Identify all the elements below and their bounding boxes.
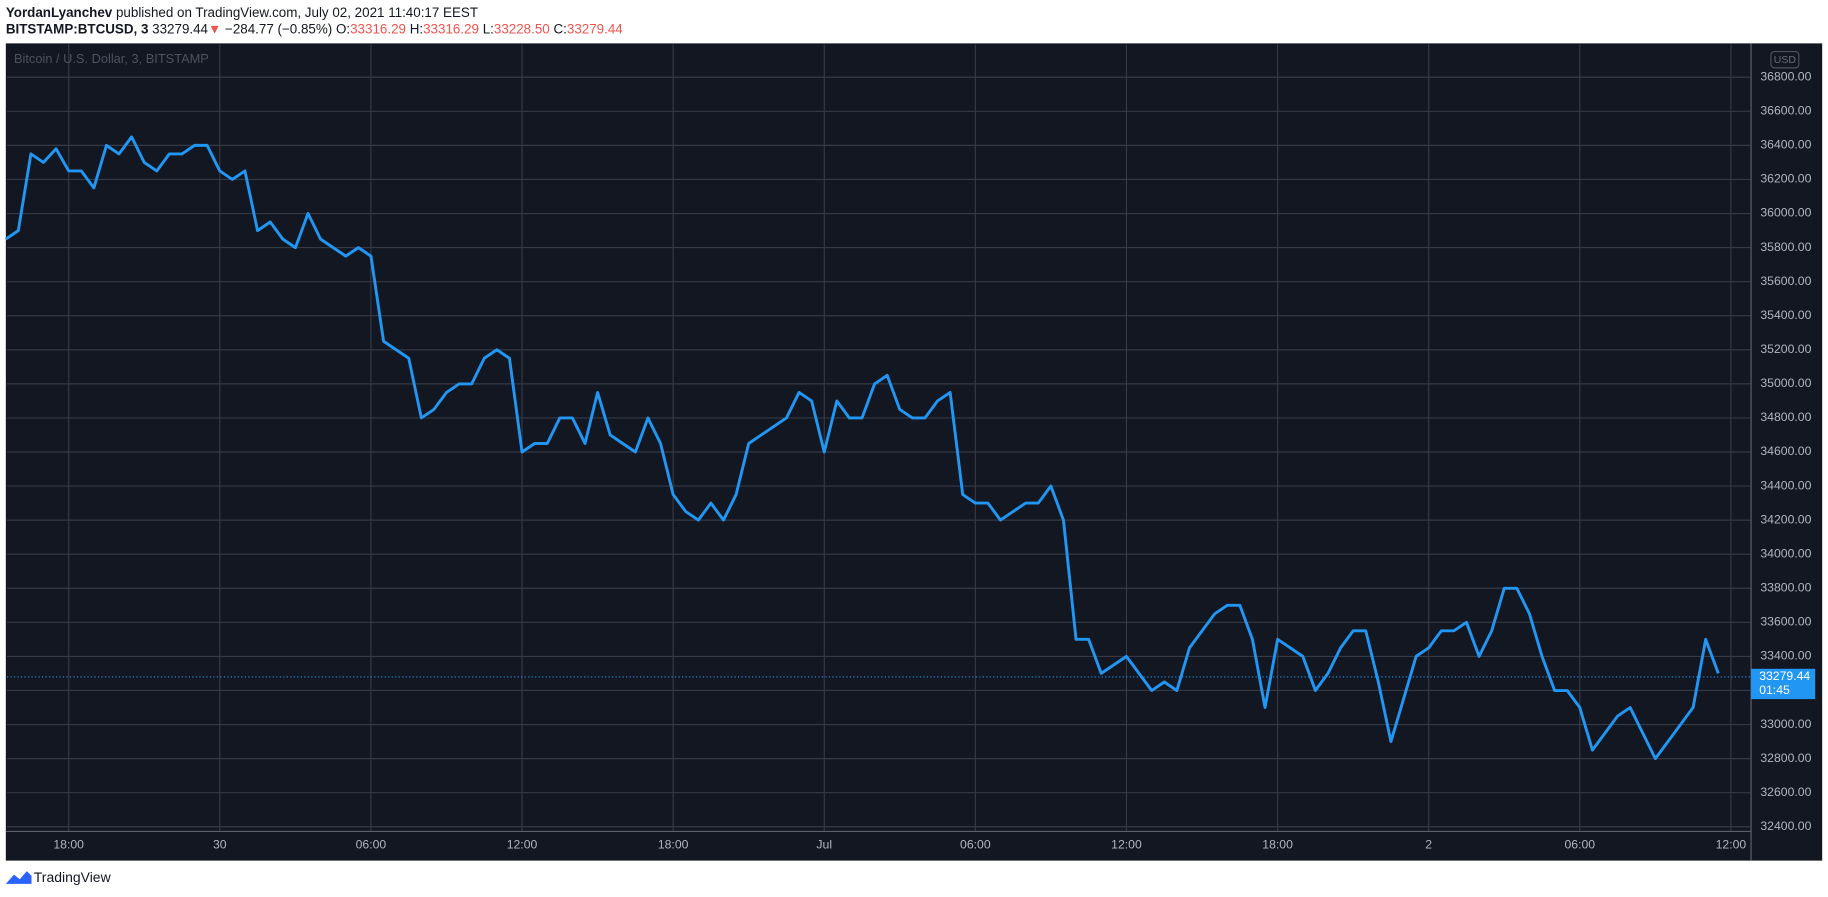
y-tick-label: 33800.00 bbox=[1760, 581, 1811, 595]
y-tick-label: 36400.00 bbox=[1760, 138, 1811, 152]
author: YordanLyanchev bbox=[6, 5, 113, 20]
low-label: L: bbox=[483, 21, 494, 36]
x-tick-label: 30 bbox=[213, 838, 227, 852]
y-tick-label: 34000.00 bbox=[1760, 546, 1811, 560]
y-tick-label: 36800.00 bbox=[1760, 69, 1811, 83]
x-tick-label: 06:00 bbox=[960, 838, 991, 852]
logo-icon bbox=[5, 871, 32, 884]
y-tick-label: 33000.00 bbox=[1760, 717, 1811, 731]
price-line bbox=[4, 135, 1720, 761]
published: published on TradingView.com, July 02, 2… bbox=[116, 5, 478, 20]
y-tick-label: 35800.00 bbox=[1760, 240, 1811, 254]
countdown: 01:45 bbox=[1759, 683, 1790, 697]
open: 33316.29 bbox=[350, 21, 406, 36]
y-tick-label: 35400.00 bbox=[1760, 308, 1811, 322]
x-tick-label: 12:00 bbox=[1111, 838, 1142, 852]
y-tick-label: 32400.00 bbox=[1760, 819, 1811, 833]
watermark: Bitcoin / U.S. Dollar, 3, BITSTAMP bbox=[14, 51, 209, 66]
y-tick-label: 34600.00 bbox=[1760, 444, 1811, 458]
x-tick-label: 18:00 bbox=[658, 838, 689, 852]
header-line: YordanLyanchev published on TradingView.… bbox=[6, 5, 478, 20]
y-tick-label: 34400.00 bbox=[1760, 478, 1811, 492]
change: −284.77 (−0.85%) bbox=[225, 21, 332, 36]
y-tick-label: 35000.00 bbox=[1760, 376, 1811, 390]
open-label: O: bbox=[336, 21, 350, 36]
last-price-label: 33279.44 bbox=[1759, 669, 1810, 683]
currency-badge bbox=[1770, 50, 1800, 69]
y-tick-label: 34200.00 bbox=[1760, 512, 1811, 526]
close: 33279.44 bbox=[567, 21, 623, 36]
ohlc-line: BITSTAMP:BTCUSD, 3 33279.44▼ −284.77 (−0… bbox=[6, 21, 623, 36]
y-tick-label: 34800.00 bbox=[1760, 410, 1811, 424]
x-tick-label: 12:00 bbox=[507, 838, 538, 852]
x-tick-label: 2 bbox=[1425, 838, 1432, 852]
y-tick-label: 33600.00 bbox=[1760, 615, 1811, 629]
low: 33228.50 bbox=[494, 21, 550, 36]
x-tick-label: Jul bbox=[816, 838, 832, 852]
high-label: H: bbox=[410, 21, 423, 36]
x-tick-label: 06:00 bbox=[356, 838, 387, 852]
y-tick-label: 32600.00 bbox=[1760, 785, 1811, 799]
high: 33316.29 bbox=[423, 21, 479, 36]
currency: USD bbox=[1774, 55, 1797, 66]
x-tick-label: 06:00 bbox=[1564, 838, 1595, 852]
x-tick-label: 18:00 bbox=[1262, 838, 1293, 852]
close-label: C: bbox=[553, 21, 566, 36]
y-tick-label: 35600.00 bbox=[1760, 274, 1811, 288]
last-price-box bbox=[1751, 668, 1816, 700]
y-tick-label: 36000.00 bbox=[1760, 206, 1811, 220]
symbol: BITSTAMP:BTCUSD, 3 bbox=[6, 21, 149, 36]
logo bbox=[5, 871, 32, 884]
brand: TradingView bbox=[34, 869, 112, 885]
y-tick-label: 35200.00 bbox=[1760, 342, 1811, 356]
arrow: ▼ bbox=[208, 21, 221, 36]
last: 33279.44 bbox=[152, 21, 208, 36]
grid bbox=[6, 44, 1752, 832]
x-tick-label: 18:00 bbox=[53, 838, 84, 852]
x-tick-label: 12:00 bbox=[1716, 838, 1747, 852]
y-tick-label: 36200.00 bbox=[1760, 172, 1811, 186]
y-tick-label: 36600.00 bbox=[1760, 104, 1811, 118]
y-tick-label: 32800.00 bbox=[1760, 751, 1811, 765]
y-tick-label: 33400.00 bbox=[1760, 649, 1811, 663]
